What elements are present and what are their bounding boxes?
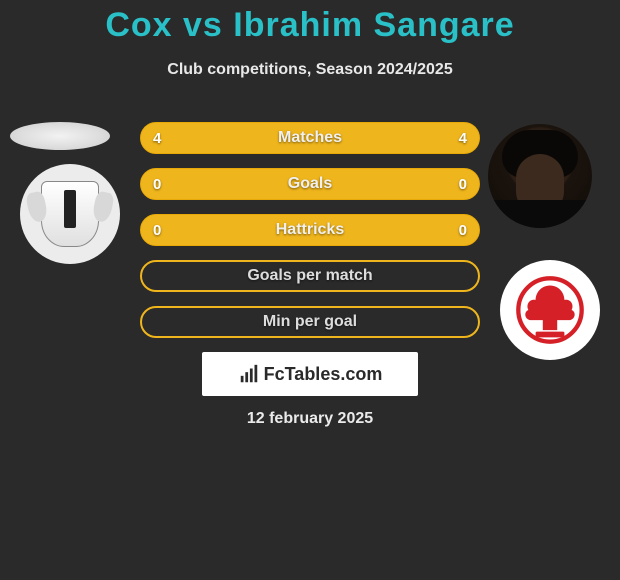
stat-label: Goals per match [142,267,478,285]
bar-chart-icon [238,363,260,385]
crest-icon [41,181,99,247]
stat-row: Goals per match [140,260,480,292]
stat-label: Min per goal [142,313,478,331]
watermark: FcTables.com [202,352,418,396]
stats-container: 4Matches4 0Goals0 0Hattricks0 Goals per mat… [140,122,480,352]
stat-row: Min per goal [140,306,480,338]
stat-row: 0Hattricks0 [140,214,480,246]
right-player-avatar [488,124,592,228]
left-player-avatar [10,122,110,150]
page-title: Cox vs Ibrahim Sangare [0,0,620,45]
forest-badge-icon [514,274,586,346]
right-club-logo [500,260,600,360]
stat-label: Hattricks [141,221,479,239]
stat-label: Matches [141,129,479,147]
page-subtitle: Club competitions, Season 2024/2025 [0,61,620,79]
left-club-logo [20,164,120,264]
stat-row: 4Matches4 [140,122,480,154]
stat-label: Goals [141,175,479,193]
stat-row: 0Goals0 [140,168,480,200]
date-text: 12 february 2025 [0,410,620,428]
watermark-text: FcTables.com [264,364,383,385]
